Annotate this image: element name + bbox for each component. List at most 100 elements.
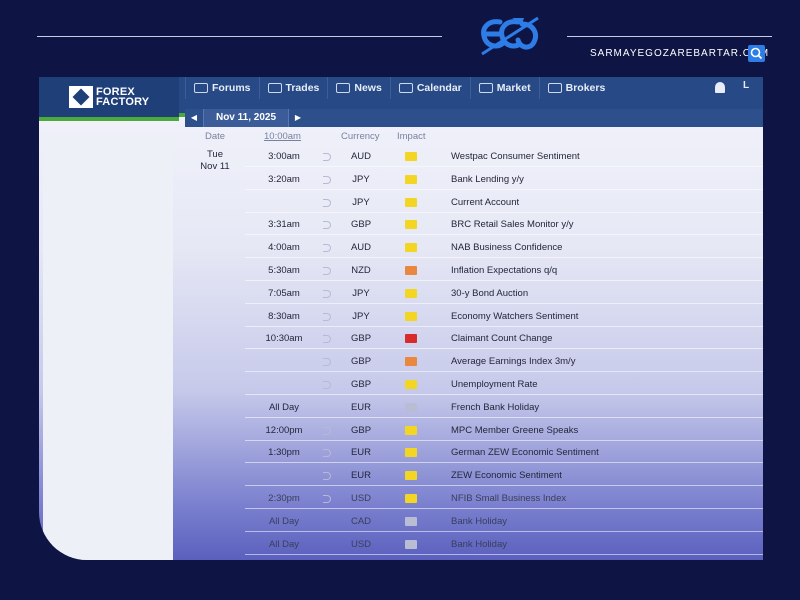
event-row[interactable]: 7:05am JPY 30-y Bond Auction [185, 281, 763, 304]
impact-low-icon[interactable] [405, 288, 417, 298]
impact-low-icon[interactable] [405, 197, 417, 207]
banner-divider-right [567, 36, 772, 37]
impact-low-icon[interactable] [405, 220, 417, 230]
nav-item-forums[interactable]: Forums [185, 77, 259, 99]
event-title[interactable]: Economy Watchers Sentiment [451, 310, 579, 322]
sound-alert-icon[interactable] [323, 198, 331, 207]
bell-icon[interactable] [715, 82, 725, 93]
event-title[interactable]: Bank Holiday [451, 515, 507, 527]
event-time: 2:30pm [268, 493, 300, 504]
event-title[interactable]: Current Account [451, 196, 520, 208]
event-row[interactable]: JPY Current Account [185, 190, 763, 213]
row-divider [245, 302, 763, 304]
sound-alert-icon[interactable] [323, 267, 331, 275]
sound-alert-icon[interactable] [323, 153, 331, 161]
event-title[interactable]: Inflation Expectations q/q [451, 265, 558, 276]
event-title[interactable]: Average Earnings Index 3m/y [451, 356, 576, 368]
sound-alert-icon[interactable] [323, 472, 331, 481]
nav-item-trades[interactable]: Trades [258, 77, 328, 99]
impact-low-icon[interactable] [405, 311, 417, 321]
nav-item-brokers[interactable]: Brokers [538, 77, 614, 99]
impact-low-icon[interactable] [405, 243, 417, 253]
event-row[interactable]: 3:31am GBP BRC Retail Sales Monitor y/y [185, 212, 763, 236]
forex-factory-logo[interactable]: FOREX FACTORY [39, 77, 179, 121]
event-title[interactable]: NAB Business Confidence [451, 242, 563, 254]
event-row[interactable]: All Day USD Bank Holiday [185, 532, 763, 555]
event-title[interactable]: BRC Retail Sales Monitor y/y [451, 219, 574, 231]
impact-high-icon[interactable] [405, 334, 417, 344]
sound-alert-icon[interactable] [323, 221, 331, 230]
event-title[interactable]: Bank Holiday [451, 538, 507, 550]
sound-alert-icon[interactable] [323, 312, 331, 321]
event-title[interactable]: ZEW Economic Sentiment [451, 470, 562, 482]
event-row[interactable]: 10:30am GBP Claimant Count Change [185, 326, 763, 350]
event-currency: JPY [352, 173, 370, 185]
sound-alert-icon[interactable] [323, 335, 331, 344]
sound-alert-icon[interactable] [323, 175, 331, 184]
event-title[interactable]: Claimant Count Change [451, 333, 553, 345]
impact-holiday-icon[interactable] [405, 539, 417, 549]
event-row[interactable]: 1:30pm EUR German ZEW Economic Sentiment [185, 440, 763, 464]
sound-alert-icon[interactable] [323, 449, 331, 458]
sound-alert-icon[interactable] [323, 358, 331, 367]
event-title[interactable]: Westpac Consumer Sentiment [451, 151, 580, 162]
impact-holiday-icon[interactable] [405, 516, 417, 526]
event-row[interactable]: 12:00pm GBP MPC Member Greene Speaks [185, 418, 763, 441]
nav-extra-item[interactable]: L [743, 80, 750, 91]
previous-day-button[interactable]: ◀ [190, 113, 198, 122]
impact-low-icon[interactable] [405, 494, 417, 503]
impact-low-icon[interactable] [405, 471, 417, 481]
event-title[interactable]: Unemployment Rate [451, 379, 538, 390]
event-row[interactable]: GBP Average Earnings Index 3m/y [185, 349, 763, 373]
chart-icon [267, 83, 282, 93]
sound-alert-icon[interactable] [323, 244, 331, 253]
site-logo-icon[interactable] [478, 14, 542, 56]
next-day-button[interactable]: ▶ [294, 113, 302, 122]
event-row[interactable]: EUR ZEW Economic Sentiment [185, 463, 763, 487]
event-currency: GBP [350, 219, 372, 231]
impact-holiday-icon[interactable] [405, 402, 417, 412]
event-title[interactable]: 30-y Bond Auction [451, 287, 529, 299]
impact-low-icon[interactable] [405, 174, 417, 184]
event-row[interactable]: 8:30am JPY Economy Watchers Sentiment [185, 304, 763, 327]
impact-low-icon[interactable] [405, 380, 417, 389]
event-title[interactable]: MPC Member Greene Speaks [451, 424, 579, 436]
event-row[interactable]: All Day EUR French Bank Holiday [185, 395, 763, 418]
impact-low-icon[interactable] [405, 448, 417, 458]
event-time: 1:30pm [268, 447, 300, 459]
current-date-button[interactable]: Nov 11, 2025 [203, 109, 289, 127]
sound-alert-icon[interactable] [323, 289, 331, 298]
nav-item-news[interactable]: News [327, 77, 389, 99]
sound-alert-icon[interactable] [323, 381, 331, 389]
header-impact: Impact [397, 131, 426, 142]
event-title[interactable]: Bank Lending y/y [451, 173, 524, 185]
nav-item-calendar[interactable]: Calendar [389, 77, 470, 99]
nav-item-market[interactable]: Market [469, 77, 539, 99]
sound-alert-icon[interactable] [323, 426, 331, 435]
event-title[interactable]: German ZEW Economic Sentiment [451, 447, 599, 459]
logo-text-line2: FACTORY [96, 96, 150, 108]
search-icon[interactable] [748, 45, 765, 62]
site-url[interactable]: SARMAYEGOZAREBARTAR.COM [590, 48, 770, 59]
nav-item-label: Brokers [565, 82, 606, 94]
impact-low-icon[interactable] [405, 152, 417, 161]
event-title[interactable]: French Bank Holiday [451, 401, 540, 413]
header-date: Date [205, 131, 226, 142]
event-row[interactable]: 5:30am NZD Inflation Expectations q/q [185, 258, 763, 281]
event-row[interactable]: All Day CAD Bank Holiday [185, 509, 763, 532]
event-row[interactable]: 3:20am JPY Bank Lending y/y [185, 167, 763, 190]
event-row[interactable]: Tue Nov 11 3:00am AUD Westpac Consumer Senti… [185, 144, 763, 172]
event-row[interactable]: GBP Unemployment Rate [185, 372, 763, 395]
event-title[interactable]: NFIB Small Business Index [451, 493, 567, 504]
sound-alert-icon[interactable] [323, 495, 331, 503]
event-row[interactable]: 4:00am AUD NAB Business Confidence [185, 235, 763, 259]
event-row[interactable]: 2:30pm USD NFIB Small Business Index [185, 486, 763, 509]
event-time: 3:31am [268, 219, 300, 231]
impact-medium-icon[interactable] [405, 266, 417, 275]
header-time[interactable]: 10:00am [264, 131, 301, 142]
ff-logo-icon [69, 86, 93, 108]
impact-low-icon[interactable] [405, 425, 417, 435]
row-divider [245, 394, 763, 395]
row-divider [245, 416, 763, 418]
impact-medium-icon[interactable] [405, 357, 417, 367]
